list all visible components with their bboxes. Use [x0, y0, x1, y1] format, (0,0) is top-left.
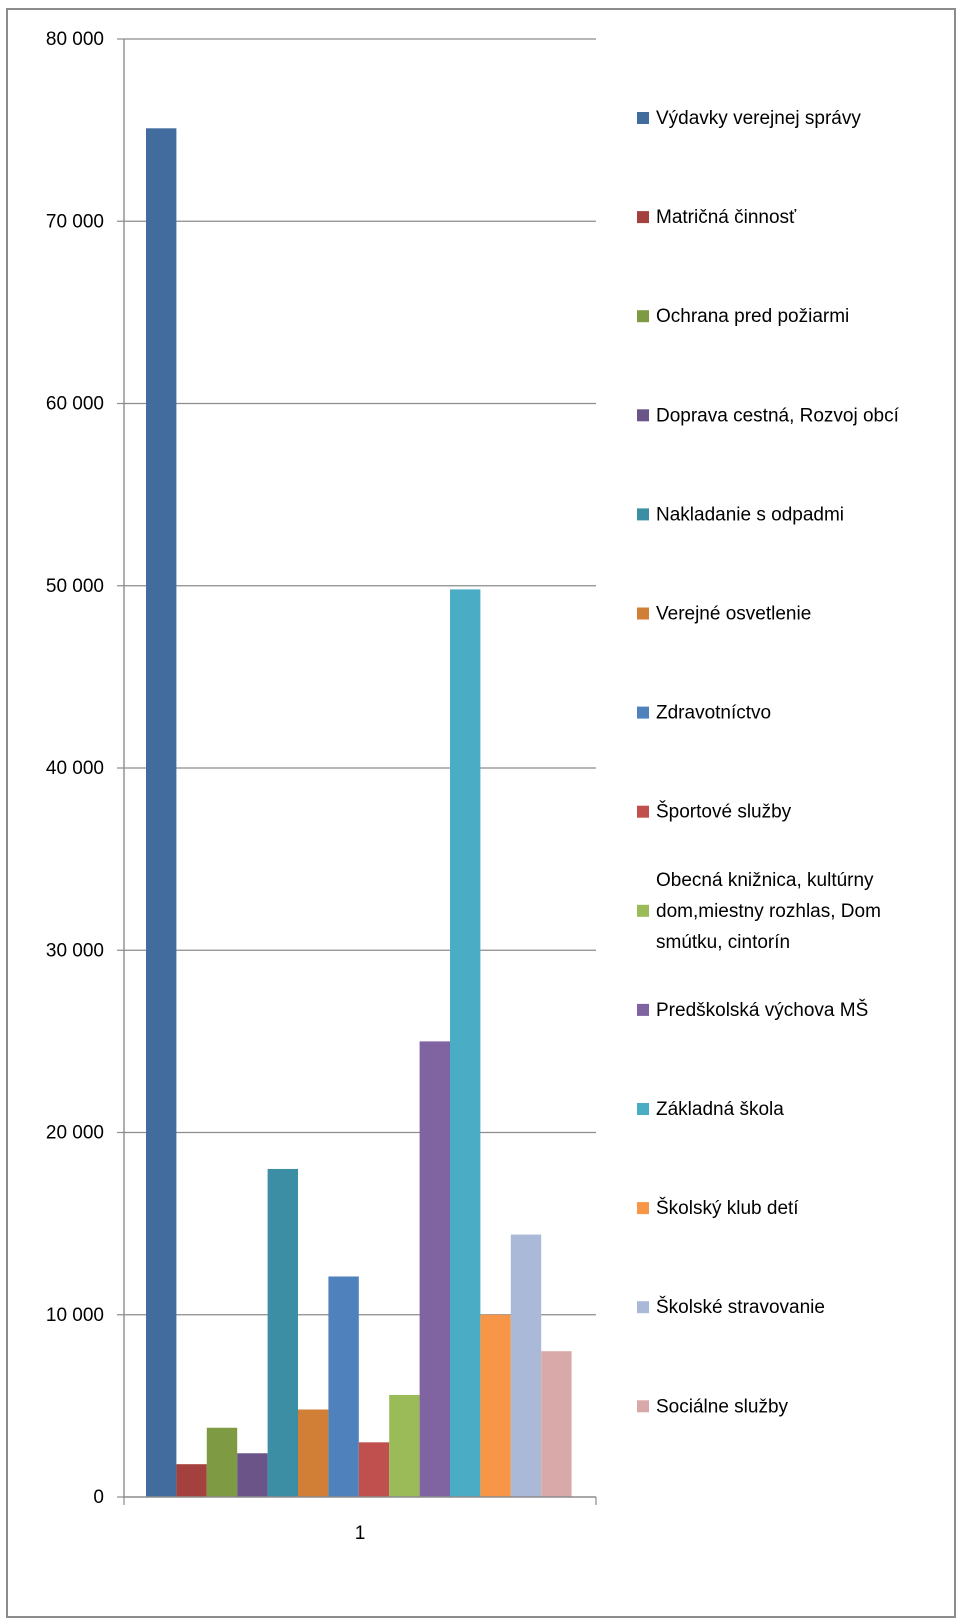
legend-label: Verejné osvetlenie — [656, 604, 811, 625]
legend-swatch — [637, 1301, 649, 1314]
legend-label: Zdravotníctvo — [656, 703, 771, 724]
y-tick-label: 20 000 — [46, 1123, 104, 1144]
y-tick-label: 60 000 — [46, 394, 104, 415]
legend-swatch — [637, 409, 649, 422]
legend-swatch — [637, 1103, 649, 1115]
y-tick-label: 70 000 — [46, 211, 104, 232]
legend-label: Obecná knižnica, kultúrny dom,miestny roz… — [656, 870, 881, 953]
legend: Výdavky verejnej správy Matričná činnosť O… — [637, 108, 900, 1417]
bar — [450, 589, 481, 1497]
y-tick-label: 30 000 — [46, 940, 104, 961]
bar — [146, 128, 177, 1498]
y-tick-label: 50 000 — [46, 576, 104, 597]
legend-swatch — [637, 508, 649, 521]
legend-swatch — [637, 904, 649, 917]
bars — [146, 128, 572, 1498]
legend-swatch — [637, 211, 649, 224]
legend-label: Predškolská výchova MŠ — [656, 999, 868, 1021]
legend-label: Športové služby — [656, 801, 792, 823]
legend-label: Školské stravovanie — [656, 1296, 825, 1318]
legend-label: Sociálne služby — [656, 1396, 789, 1417]
legend-swatch — [637, 112, 649, 124]
legend-swatch — [637, 1003, 649, 1016]
bar — [389, 1394, 420, 1497]
gridlines — [124, 38, 596, 1316]
legend-label: Výdavky verejnej správy — [656, 108, 861, 129]
legend-label: Ochrana pred požiarmi — [656, 306, 849, 327]
bar — [328, 1276, 359, 1497]
bar — [419, 1041, 450, 1497]
y-tick-label: 80 000 — [46, 29, 104, 50]
y-tick-label: 0 — [93, 1487, 104, 1508]
legend-swatch — [637, 310, 649, 323]
legend-label: Nakladanie s odpadmi — [656, 504, 844, 525]
bar — [480, 1314, 511, 1497]
bar — [267, 1168, 298, 1497]
axes: 0 10 000 20 000 30 000 40 000 50 000 60 000 70 … — [46, 29, 597, 1544]
y-tick-label: 10 000 — [46, 1305, 104, 1326]
legend-label: Základná škola — [656, 1099, 784, 1120]
bar — [176, 1464, 207, 1497]
legend-label: Školský klub detí — [656, 1197, 799, 1219]
legend-swatch — [637, 805, 649, 818]
legend-swatch — [637, 706, 649, 719]
x-tick-label: 1 — [355, 1523, 366, 1544]
y-tick-label: 40 000 — [46, 758, 104, 779]
bar — [358, 1442, 390, 1497]
bar — [541, 1351, 572, 1497]
bar — [206, 1427, 238, 1497]
legend-swatch — [637, 607, 649, 620]
legend-swatch — [637, 1202, 649, 1215]
legend-label: Matričná činnosť — [656, 207, 797, 228]
legend-swatch — [637, 1400, 649, 1413]
bar — [237, 1453, 268, 1497]
legend-label: Doprava cestná, Rozvoj obcí — [656, 405, 900, 426]
bar — [510, 1234, 542, 1497]
bar — [298, 1409, 329, 1497]
